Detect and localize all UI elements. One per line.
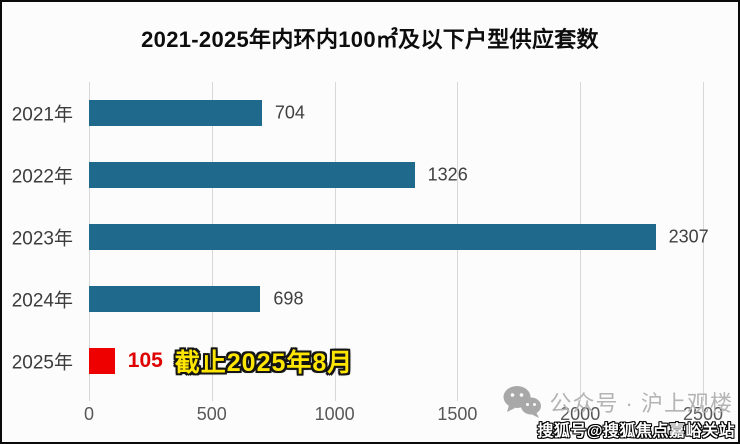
gridline bbox=[703, 82, 704, 401]
bar-row: 2023年 2307 bbox=[12, 206, 709, 268]
plot-area: 2021年 704 2022年 1326 2023年 2307 2024年 698 2025年 1… bbox=[12, 82, 709, 401]
y-axis-label: 2023年 bbox=[11, 228, 73, 250]
bar-2025年 bbox=[89, 348, 115, 374]
bar-row: 2021年 704 bbox=[12, 82, 703, 144]
x-axis-tick-label: 500 bbox=[196, 404, 227, 424]
bar-row: 2025年 105 截止2025年8月 bbox=[12, 330, 703, 392]
wechat-watermark: 公众号 · 沪上观楼 bbox=[502, 385, 733, 419]
bar-2023年 bbox=[89, 224, 656, 250]
wechat-icon bbox=[502, 385, 542, 419]
wechat-watermark-label: 公众号 · 沪上观楼 bbox=[549, 391, 733, 416]
annotation-badge: 截止2025年8月 bbox=[174, 349, 354, 377]
y-axis-label: 2025年 bbox=[11, 352, 73, 374]
x-axis-tick-label: 1000 bbox=[314, 404, 355, 424]
x-axis-tick-label: 0 bbox=[83, 404, 95, 424]
bar-2024年 bbox=[89, 286, 261, 312]
x-axis-tick-label: 2000 bbox=[560, 404, 601, 424]
y-axis-label: 2021年 bbox=[11, 104, 73, 126]
value-label: 704 bbox=[274, 102, 305, 123]
value-label: 698 bbox=[273, 288, 304, 309]
sohu-watermark-label: 搜狐号@搜狐焦点嘉峪关站 bbox=[537, 423, 735, 440]
value-label: 105 bbox=[127, 349, 163, 372]
y-axis-label: 2022年 bbox=[11, 166, 73, 188]
value-label: 1326 bbox=[427, 164, 468, 185]
bar-row: 2022年 1326 bbox=[12, 144, 703, 206]
chart-title: 2021-2025年内环内100㎡及以下户型供应套数 bbox=[141, 27, 599, 52]
x-axis: 0 500 1000 1500 2000 2500 bbox=[84, 404, 723, 428]
bar-row: 2024年 698 bbox=[12, 268, 703, 330]
value-label: 2307 bbox=[668, 226, 709, 247]
y-axis-label: 2024年 bbox=[11, 290, 73, 312]
x-axis-tick-label: 2500 bbox=[682, 404, 724, 424]
bar-2021年 bbox=[89, 100, 262, 126]
bar-2022年 bbox=[89, 162, 415, 188]
x-axis-tick-label: 1500 bbox=[437, 404, 478, 424]
